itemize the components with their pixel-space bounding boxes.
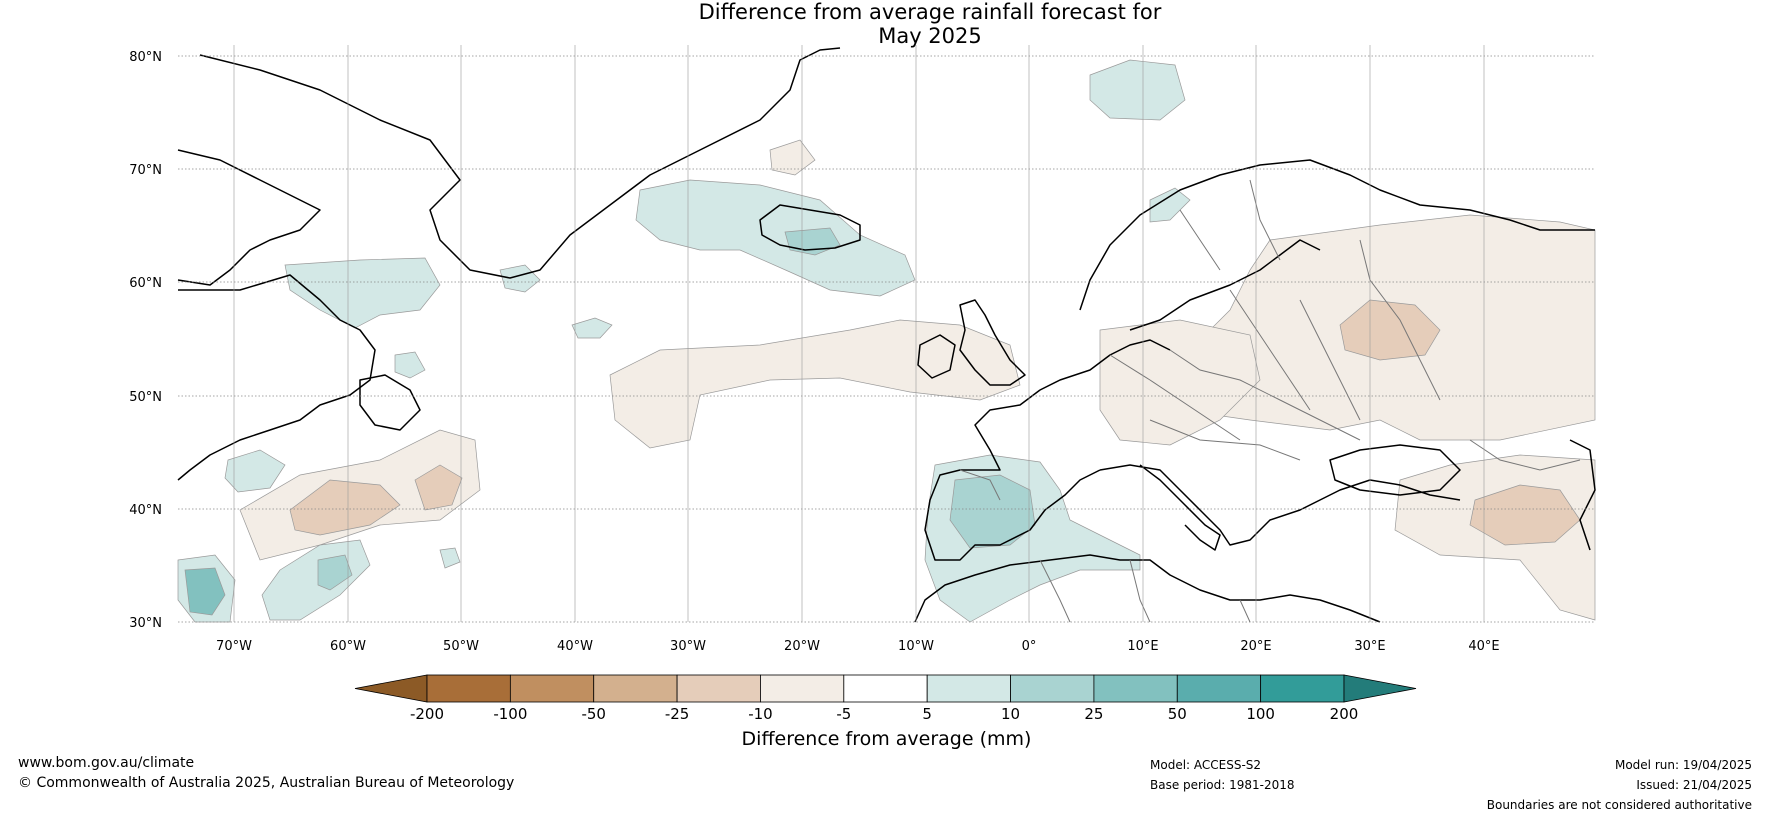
wet-area-iceland xyxy=(635,179,916,297)
coast-greenland xyxy=(199,47,841,279)
coast-italy xyxy=(1139,464,1221,551)
coast-iceland xyxy=(759,204,861,251)
lon-label: 30°W xyxy=(670,639,706,654)
colorbar-tick-label: 10 xyxy=(1001,705,1020,723)
lon-label: 10°W xyxy=(898,639,934,654)
coastlines xyxy=(177,47,1596,623)
graticule xyxy=(178,45,1595,623)
colorbar-bin xyxy=(593,674,678,703)
colorbar-bin xyxy=(676,674,761,703)
colorbar-tick-label: 50 xyxy=(1168,705,1187,723)
colorbar-tick-label: -50 xyxy=(581,705,606,723)
coast-ireland xyxy=(917,334,956,379)
map-title: Difference from average rainfall forecas… xyxy=(0,0,1770,48)
coast-black-sea xyxy=(1329,444,1461,496)
wet-area-iberia-core xyxy=(949,474,1036,549)
lon-label: 40°W xyxy=(557,639,593,654)
colorbar-label: Difference from average (mm) xyxy=(741,728,1032,750)
coast-canada-arctic xyxy=(177,149,321,286)
lat-label: 60°N xyxy=(129,276,162,291)
model-run: Model run: 19/04/2025 xyxy=(1614,758,1752,772)
colorbar-bin xyxy=(843,674,928,703)
wet-area-sw-atlantic-core xyxy=(184,567,226,616)
map-title-line2: May 2025 xyxy=(878,24,982,48)
dry-area-central-europe xyxy=(1099,319,1261,446)
coast-mediterranean-north xyxy=(1099,464,1461,546)
lon-label: 0° xyxy=(1022,639,1037,654)
borders xyxy=(959,179,1581,623)
model-name: Model: ACCESS-S2 xyxy=(1150,758,1262,772)
colorbar: -200 -100 -50 -25 -10 -5 5 10 25 50 100 200 xyxy=(354,674,1417,723)
colorbar-tick-label: -100 xyxy=(493,705,527,723)
lon-label: 10°E xyxy=(1127,639,1158,654)
lon-label: 60°W xyxy=(330,639,366,654)
wet-area-small-3 xyxy=(499,264,541,293)
dry-area-atlantic-deep-2 xyxy=(414,464,463,511)
dry-area-russia-deep xyxy=(1339,299,1441,361)
base-period: Base period: 1981-2018 xyxy=(1150,778,1295,792)
latitude-labels: 80°N 70°N 60°N 50°N 40°N 30°N xyxy=(129,50,162,631)
coast-africa xyxy=(914,554,1381,623)
lat-label: 40°N xyxy=(129,503,162,518)
lat-label: 80°N xyxy=(129,50,162,65)
colorbar-bin xyxy=(426,674,511,703)
dry-area-atlantic-band xyxy=(609,319,1021,449)
wet-area-svalbard xyxy=(1089,59,1186,121)
colorbar-bin xyxy=(1260,674,1345,703)
colorbar-bin xyxy=(1093,674,1178,703)
colorbar-bin xyxy=(1176,674,1262,703)
colorbar-bin xyxy=(509,674,595,703)
coast-uk xyxy=(959,299,1026,386)
coast-caspian xyxy=(1569,439,1596,551)
colorbar-tick-label: -200 xyxy=(410,705,444,723)
lon-label: 40°E xyxy=(1468,639,1499,654)
colorbar-tick-label: 25 xyxy=(1084,705,1103,723)
colorbar-tick-label: 100 xyxy=(1246,705,1275,723)
lon-label: 20°E xyxy=(1240,639,1271,654)
footer-url[interactable]: www.bom.gov.au/climate xyxy=(18,755,195,771)
lat-label: 50°N xyxy=(129,390,162,405)
wet-area-small-2 xyxy=(439,547,461,569)
colorbar-tick-label: -10 xyxy=(748,705,773,723)
colorbar-bin xyxy=(760,674,845,703)
lon-label: 20°W xyxy=(784,639,820,654)
dry-area-atlantic-deep xyxy=(289,479,401,536)
lat-label: 70°N xyxy=(129,163,162,178)
coast-newfoundland xyxy=(359,374,421,431)
anomaly-shading xyxy=(177,59,1596,623)
lon-label: 30°E xyxy=(1354,639,1385,654)
boundaries-disclaimer: Boundaries are not considered authoritat… xyxy=(1486,798,1752,812)
lat-label: 30°N xyxy=(129,616,162,631)
lon-label: 50°W xyxy=(443,639,479,654)
colorbar-tick-label: 5 xyxy=(922,705,932,723)
wet-area-small-1 xyxy=(571,317,613,339)
lon-label: 70°W xyxy=(216,639,252,654)
wet-area-nova-scotia xyxy=(224,449,286,493)
colorbar-tick-label: -5 xyxy=(836,705,851,723)
wet-area-newfoundland xyxy=(394,351,426,379)
map-title-line1: Difference from average rainfall forecas… xyxy=(698,0,1162,24)
border-lines xyxy=(959,179,1581,623)
coast-baltic xyxy=(1129,239,1321,331)
colorbar-extension-low xyxy=(354,674,428,703)
wet-area-labrador xyxy=(284,257,441,329)
colorbar-tick-label: -25 xyxy=(665,705,690,723)
footer-copyright: © Commonwealth of Australia 2025, Austra… xyxy=(18,775,515,791)
colorbar-bin xyxy=(1010,674,1095,703)
issued-date: Issued: 21/04/2025 xyxy=(1636,778,1752,792)
colorbar-extension-high xyxy=(1343,674,1417,703)
longitude-labels: 70°W 60°W 50°W 40°W 30°W 20°W 10°W 0° 10°E 20°E 30… xyxy=(216,639,1500,654)
colorbar-tick-label: 200 xyxy=(1330,705,1359,723)
colorbar-bin xyxy=(926,674,1011,703)
wet-area-mid-atlantic-core xyxy=(317,554,353,591)
dry-area-caspian-deep xyxy=(1469,484,1581,546)
coast-scandinavia xyxy=(1079,159,1595,311)
dry-area-greenland-east xyxy=(769,139,816,176)
